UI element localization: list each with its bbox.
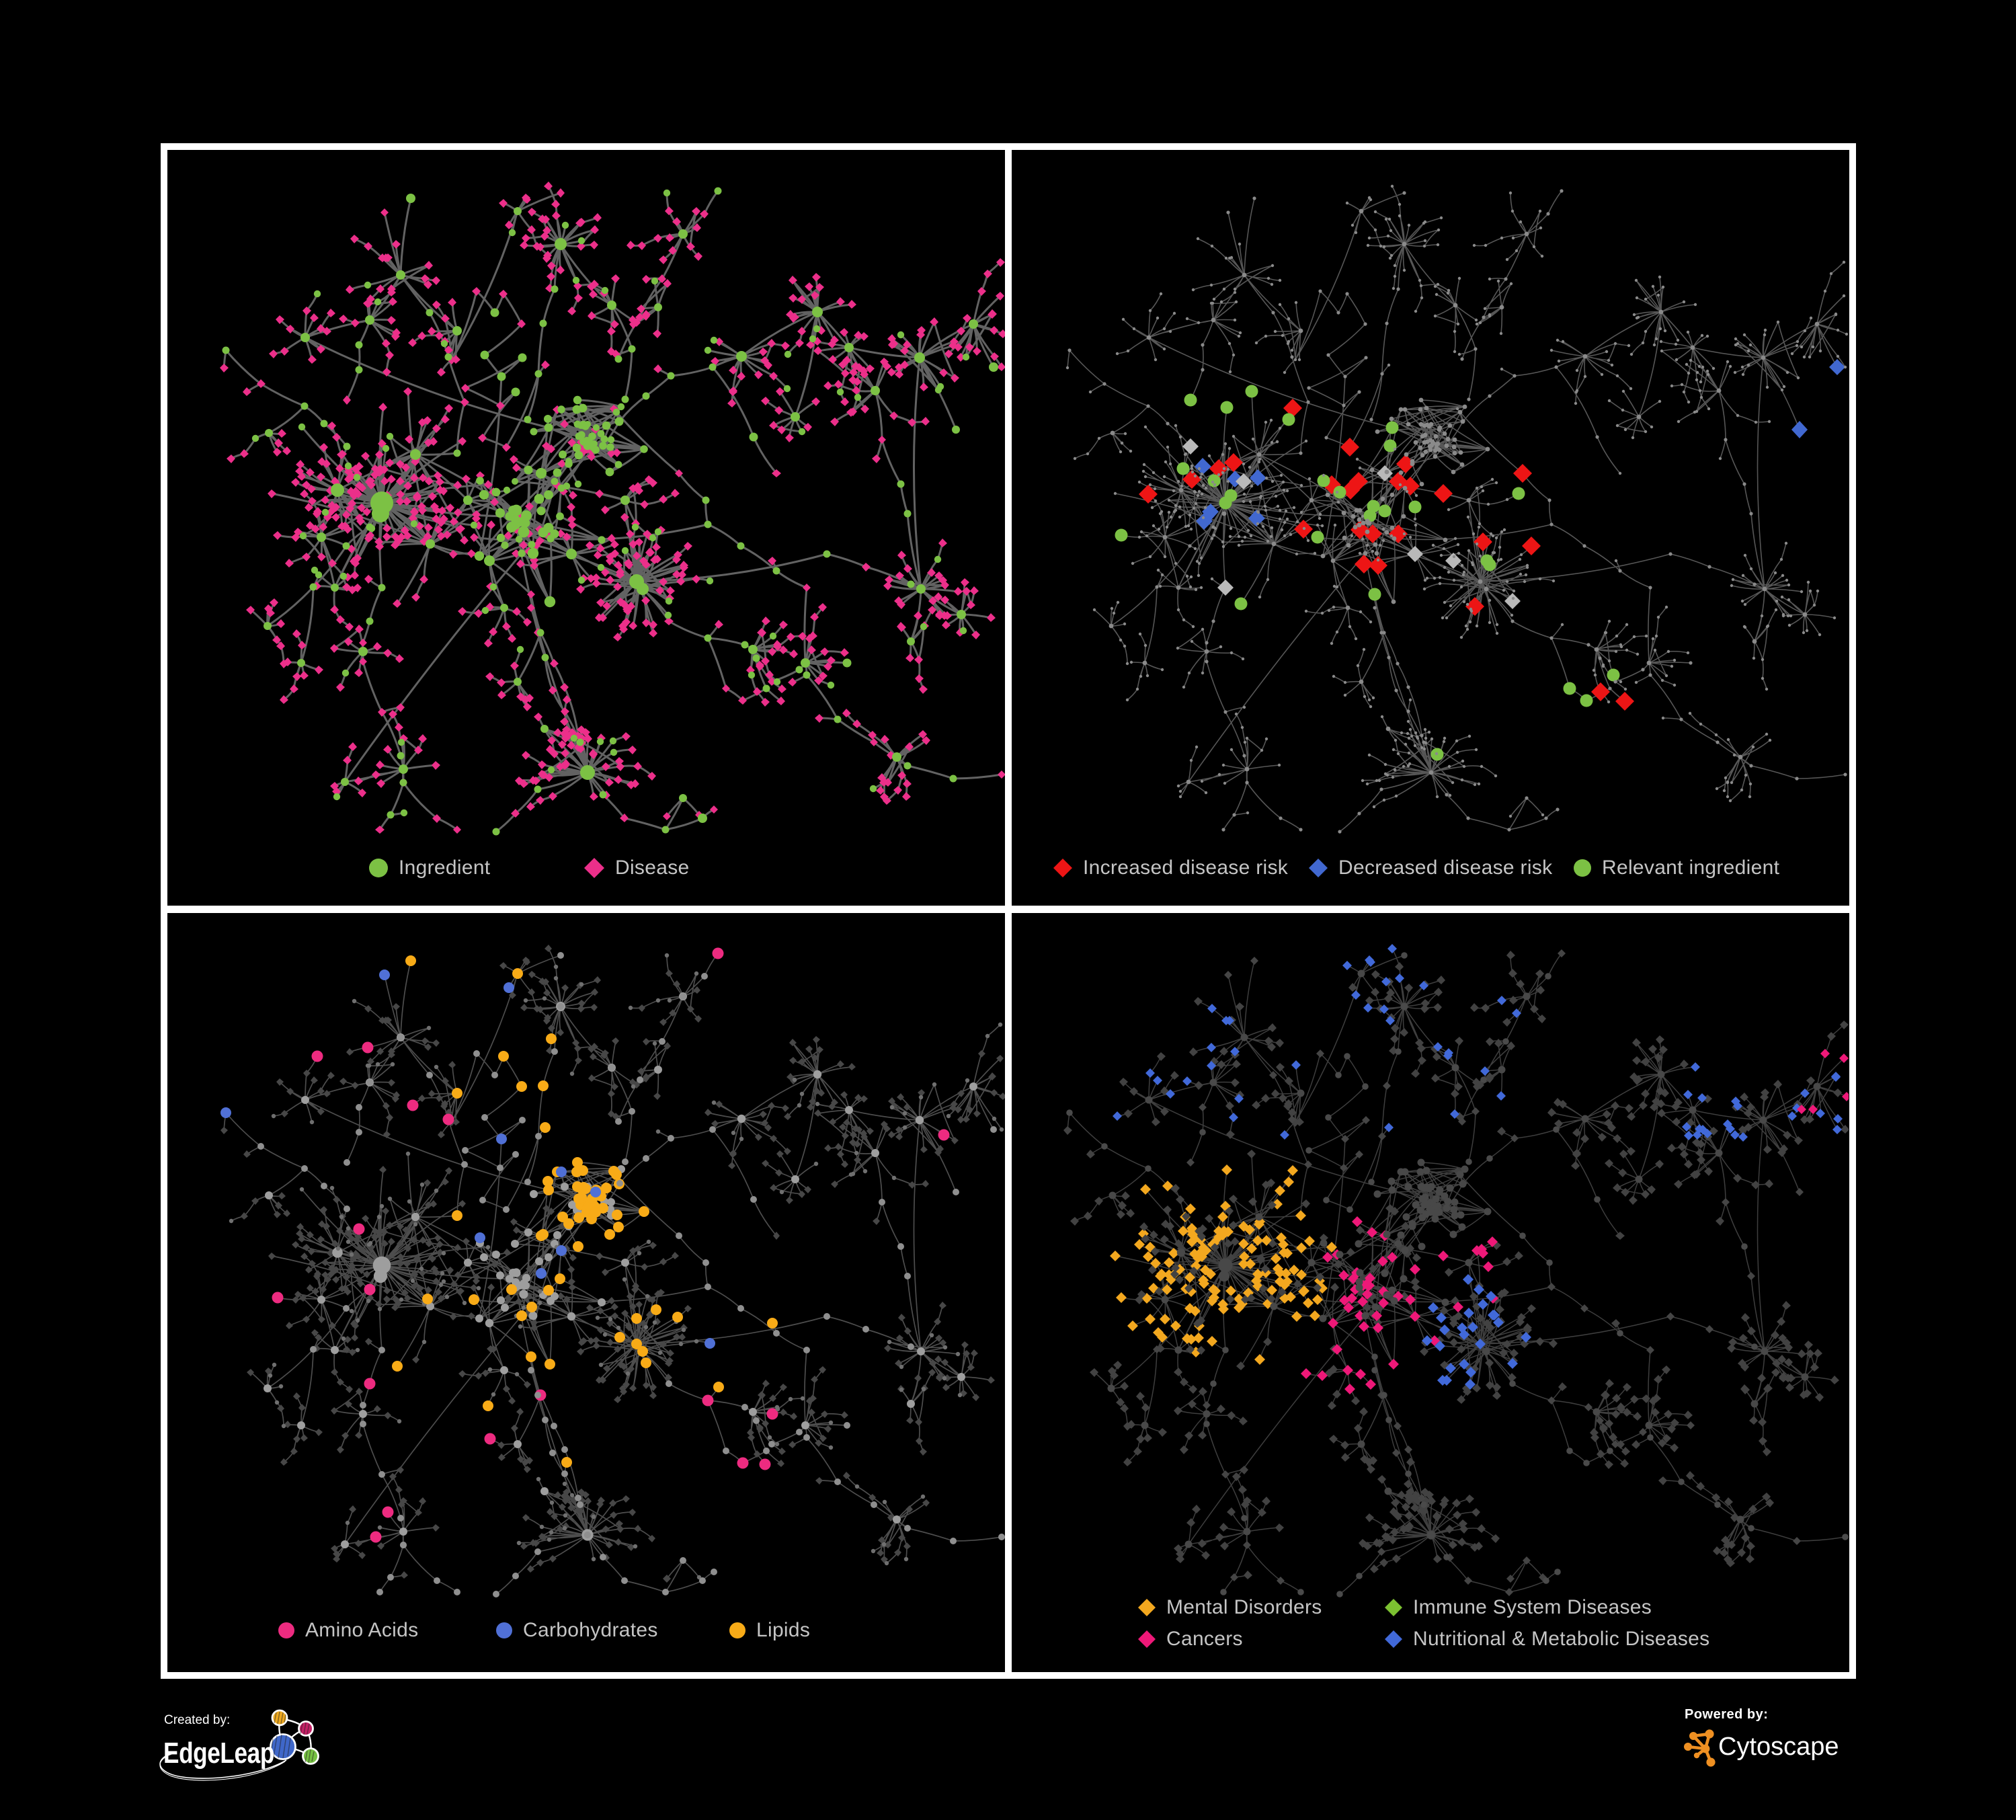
svg-text:Created by:: Created by:	[164, 1713, 230, 1727]
svg-text:EdgeLeap: EdgeLeap	[163, 1737, 274, 1770]
